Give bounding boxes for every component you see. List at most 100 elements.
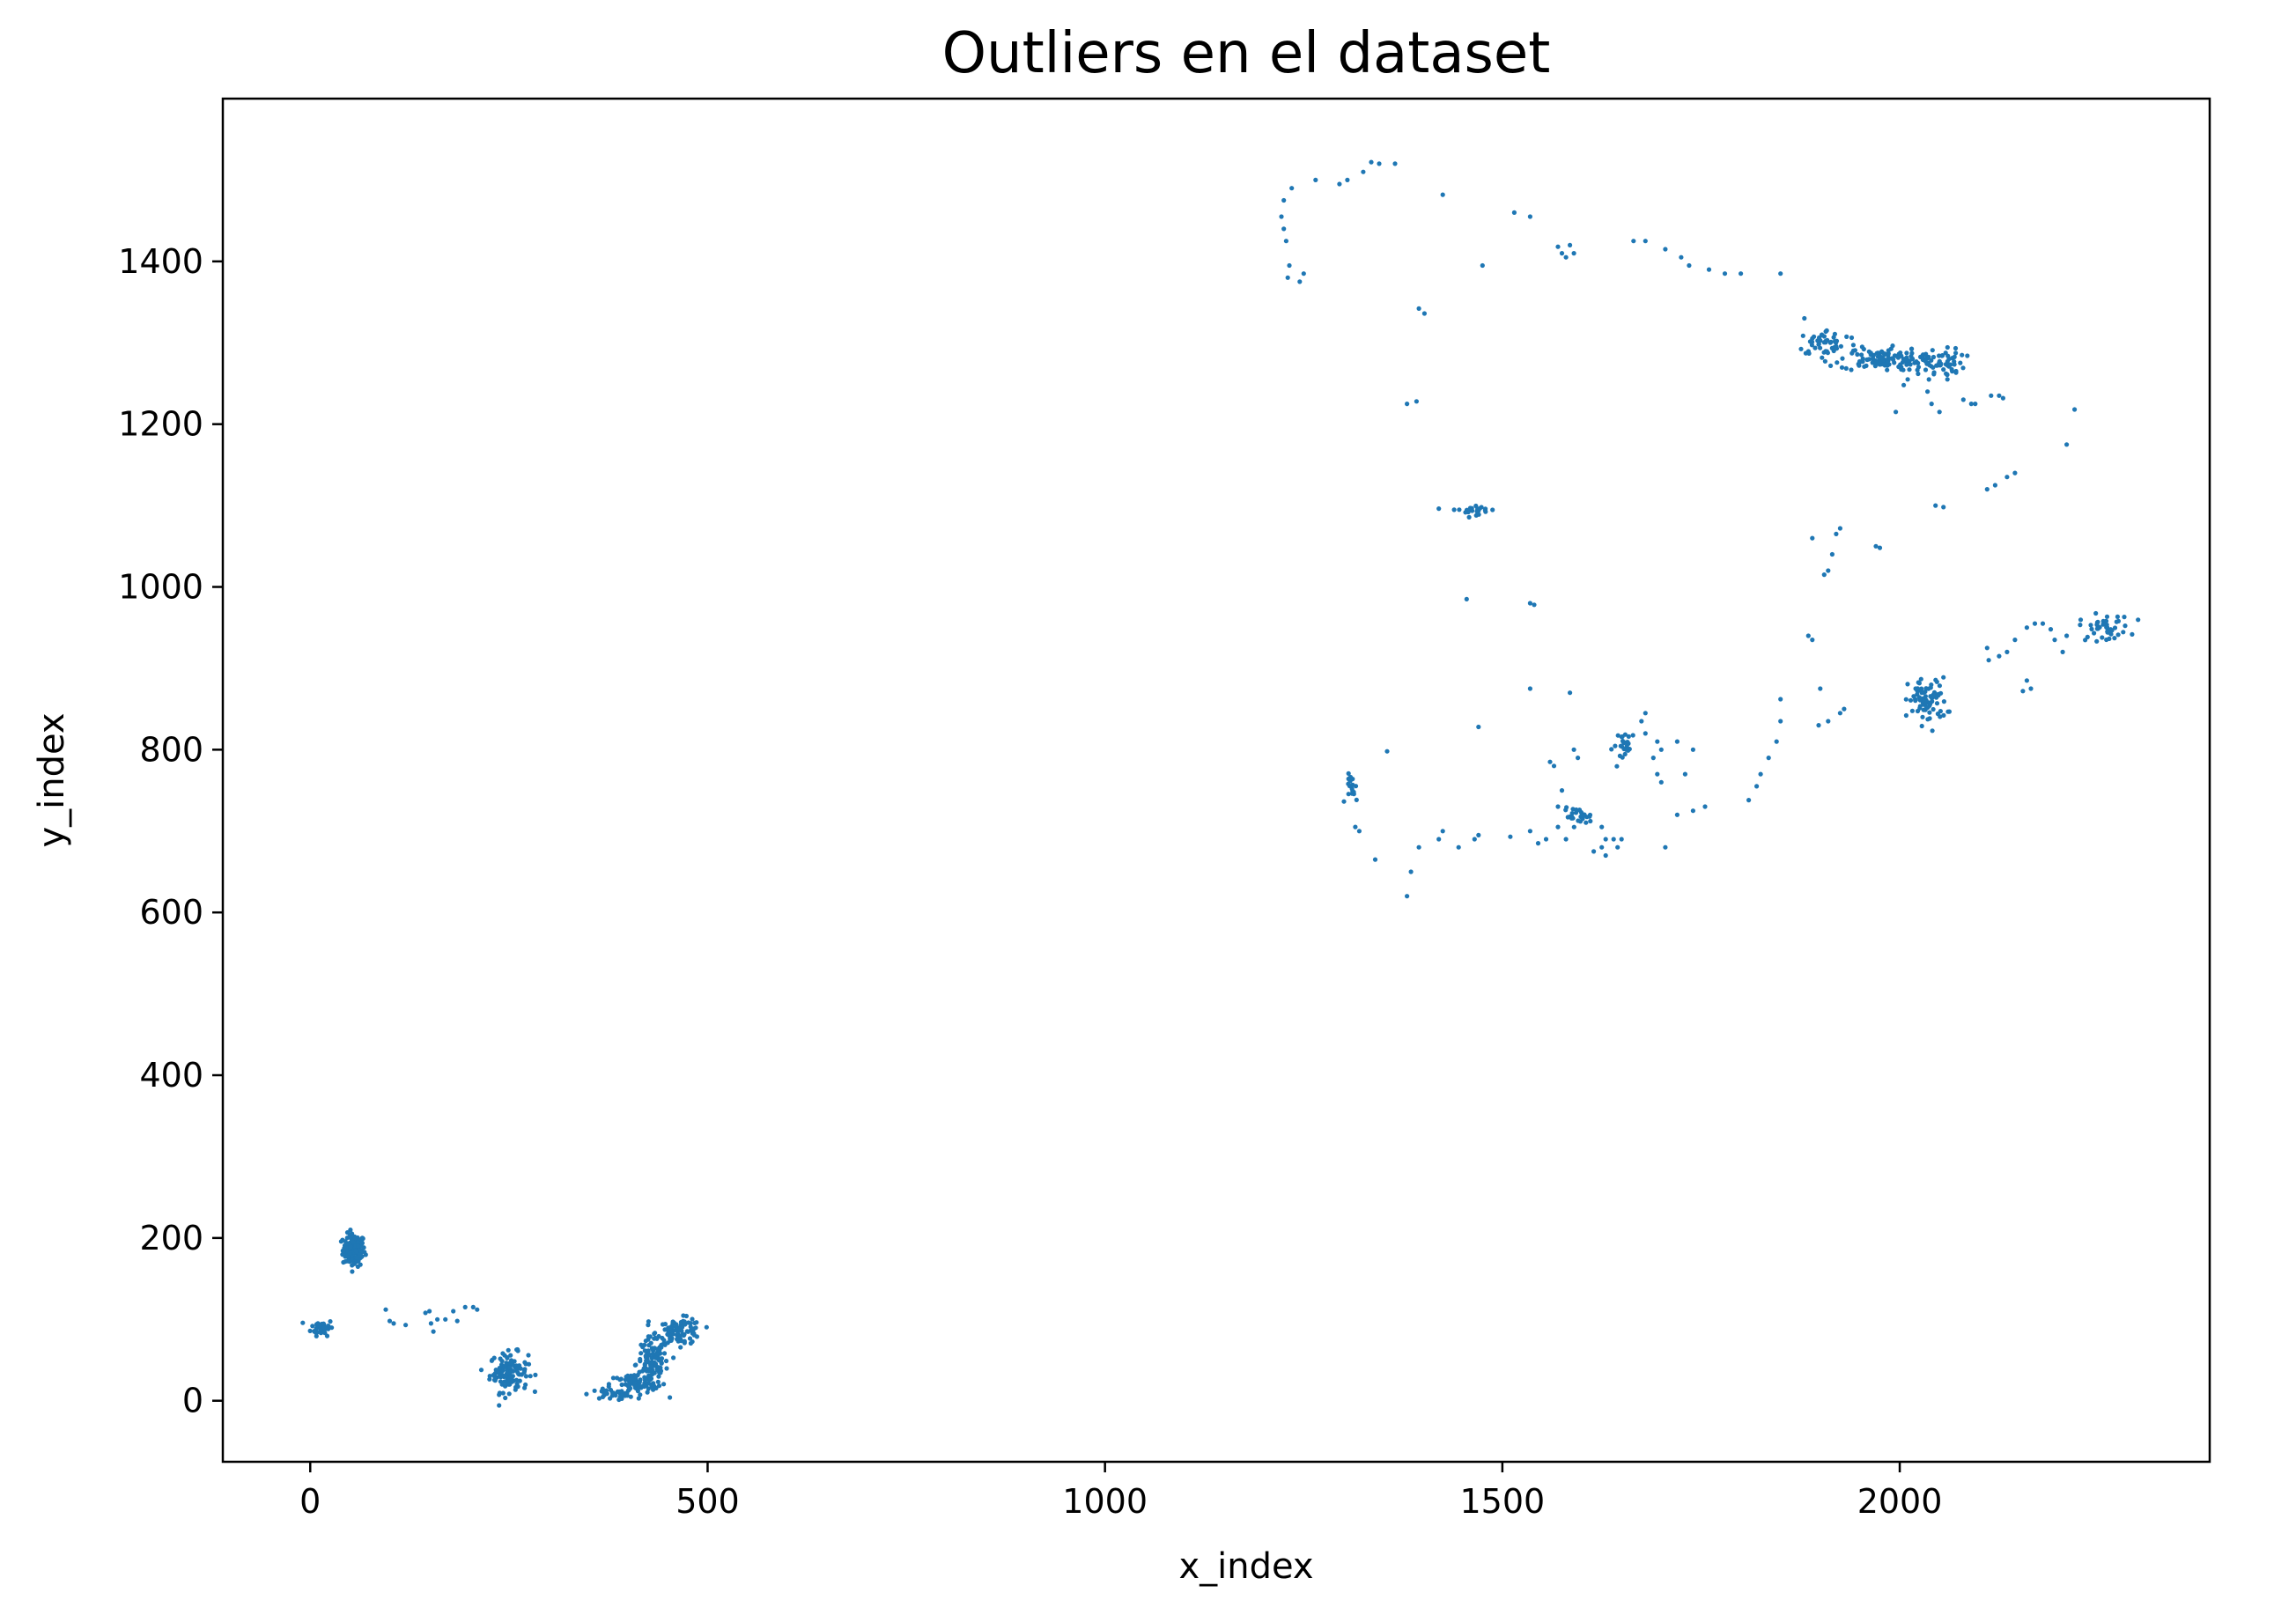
scatter-point	[1436, 837, 1442, 842]
scatter-point	[1341, 799, 1347, 804]
scatter-point	[497, 1365, 502, 1371]
scatter-point	[1938, 714, 1943, 719]
scatter-point	[328, 1319, 333, 1324]
scatter-point	[324, 1333, 330, 1338]
scatter-point	[2078, 623, 2083, 628]
scatter-point	[646, 1348, 651, 1353]
scatter-point	[1931, 354, 1937, 360]
scatter-point	[515, 1348, 520, 1353]
y-tick-label: 1000	[118, 568, 203, 607]
scatter-point	[1886, 352, 1891, 358]
scatter-point	[656, 1333, 661, 1339]
scatter-point	[1953, 345, 1959, 351]
scatter-point	[1619, 837, 1624, 842]
scatter-point	[498, 1379, 504, 1384]
scatter-point	[1938, 362, 1944, 367]
scatter-point	[2024, 625, 2029, 631]
scatter-point	[687, 1336, 693, 1341]
scatter-point	[2112, 625, 2118, 631]
scatter-point	[2088, 623, 2093, 628]
scatter-point	[1579, 813, 1584, 818]
scatter-point	[704, 1324, 709, 1330]
scatter-point	[646, 1323, 651, 1328]
scatter-point	[528, 1374, 533, 1379]
scatter-point	[1825, 350, 1830, 356]
scatter-point	[2094, 638, 2100, 644]
scatter-point	[423, 1310, 428, 1316]
scatter-point	[342, 1249, 347, 1254]
scatter-point	[639, 1342, 644, 1347]
scatter-point	[1912, 360, 1917, 365]
scatter-point	[1384, 749, 1390, 754]
scatter-point	[1923, 358, 1928, 364]
scatter-point	[686, 1320, 691, 1325]
scatter-point	[1877, 545, 1883, 550]
scatter-point	[1467, 505, 1473, 511]
scatter-point	[1898, 362, 1903, 367]
scatter-point	[1599, 824, 1605, 830]
scatter-point	[1603, 852, 1608, 859]
scatter-point	[1569, 815, 1575, 821]
scatter-point	[500, 1390, 506, 1396]
scatter-point	[2092, 631, 2097, 636]
scatter-point	[668, 1338, 674, 1343]
y-tick-label: 1400	[118, 242, 203, 281]
scatter-point	[1405, 402, 1410, 407]
y-tick-label: 600	[139, 893, 203, 932]
scatter-point	[347, 1250, 352, 1256]
scatter-point	[1837, 711, 1842, 716]
scatter-point	[505, 1381, 510, 1386]
scatter-point	[1289, 186, 1295, 191]
scatter-point	[1873, 543, 1879, 549]
scatter-point	[498, 1374, 504, 1379]
scatter-point	[636, 1396, 641, 1401]
scatter-point	[1953, 368, 1959, 374]
scatter-point	[523, 1361, 528, 1367]
plot-frame	[221, 97, 2211, 1464]
scatter-point	[526, 1353, 531, 1358]
scatter-point	[2115, 614, 2120, 620]
scatter-point	[648, 1382, 653, 1387]
scatter-point	[1480, 262, 1485, 269]
scatter-point	[658, 1370, 663, 1375]
scatter-point	[1945, 344, 1950, 350]
scatter-point	[1655, 771, 1660, 777]
scatter-point	[1563, 837, 1569, 842]
scatter-point	[2012, 470, 2018, 476]
scatter-point	[1614, 763, 1620, 769]
scatter-point	[1941, 712, 1946, 719]
scatter-point	[1820, 355, 1825, 360]
scatter-point	[1620, 734, 1625, 740]
scatter-point	[1347, 775, 1353, 780]
scatter-point	[642, 1375, 647, 1380]
scatter-point	[1615, 844, 1620, 850]
scatter-point	[1655, 739, 1660, 744]
scatter-point	[1778, 697, 1783, 702]
scatter-point	[1839, 365, 1845, 370]
scatter-point	[1882, 352, 1887, 358]
scatter-point	[2083, 638, 2088, 643]
scatter-point	[628, 1394, 633, 1399]
scatter-point	[1941, 367, 1946, 372]
scatter-point	[1283, 239, 1288, 244]
scatter-point	[1937, 353, 1942, 358]
scatter-point	[690, 1339, 695, 1345]
scatter-point	[1563, 254, 1569, 260]
scatter-point	[2101, 622, 2108, 627]
scatter-point	[1778, 271, 1783, 277]
scatter-point	[2028, 686, 2034, 691]
scatter-point	[509, 1358, 514, 1363]
scatter-point	[1527, 601, 1532, 606]
scatter-point	[1838, 343, 1843, 349]
scatter-point	[1568, 690, 1573, 696]
scatter-point	[1643, 731, 1648, 736]
scatter-point	[338, 1239, 343, 1244]
scatter-point	[642, 1361, 647, 1367]
scatter-point	[1873, 360, 1879, 365]
scatter-point	[671, 1355, 676, 1361]
scatter-point	[350, 1257, 355, 1263]
scatter-point	[619, 1389, 624, 1394]
scatter-point	[1476, 832, 1481, 838]
scatter-point	[1910, 356, 1916, 362]
scatter-point	[322, 1325, 328, 1331]
